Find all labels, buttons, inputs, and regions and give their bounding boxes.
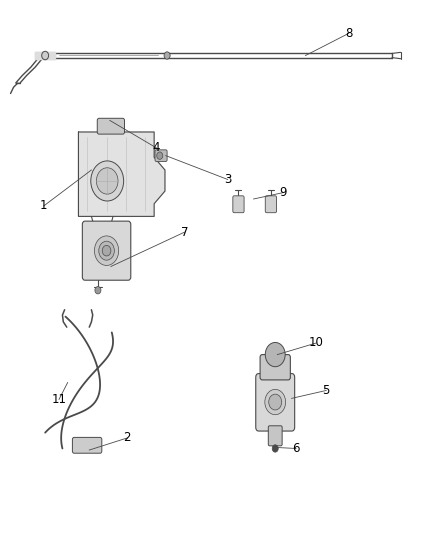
Text: 5: 5 xyxy=(322,384,330,397)
FancyBboxPatch shape xyxy=(97,118,124,134)
Text: 11: 11 xyxy=(52,393,67,406)
Circle shape xyxy=(269,394,282,410)
FancyBboxPatch shape xyxy=(82,221,131,280)
FancyBboxPatch shape xyxy=(265,196,276,213)
Text: 7: 7 xyxy=(180,225,188,239)
Text: 9: 9 xyxy=(279,186,287,199)
Circle shape xyxy=(272,445,278,452)
Polygon shape xyxy=(78,132,165,216)
Circle shape xyxy=(164,52,170,59)
Text: 8: 8 xyxy=(345,27,353,40)
Circle shape xyxy=(102,245,111,256)
Circle shape xyxy=(91,161,124,201)
Circle shape xyxy=(95,287,101,294)
FancyBboxPatch shape xyxy=(260,354,290,380)
FancyBboxPatch shape xyxy=(155,150,167,161)
Text: 10: 10 xyxy=(309,336,324,350)
Text: 3: 3 xyxy=(224,173,231,186)
Circle shape xyxy=(96,168,118,194)
Text: 2: 2 xyxy=(124,431,131,445)
FancyBboxPatch shape xyxy=(268,426,282,446)
Text: 6: 6 xyxy=(292,442,300,455)
Text: 4: 4 xyxy=(152,141,160,155)
FancyBboxPatch shape xyxy=(233,196,244,213)
Circle shape xyxy=(42,51,49,60)
Circle shape xyxy=(99,241,114,260)
FancyBboxPatch shape xyxy=(256,374,295,431)
Polygon shape xyxy=(35,52,55,59)
Circle shape xyxy=(265,342,285,367)
Circle shape xyxy=(95,236,119,265)
FancyBboxPatch shape xyxy=(72,438,102,453)
Circle shape xyxy=(157,152,163,159)
Text: 1: 1 xyxy=(40,199,48,212)
Circle shape xyxy=(265,390,286,415)
